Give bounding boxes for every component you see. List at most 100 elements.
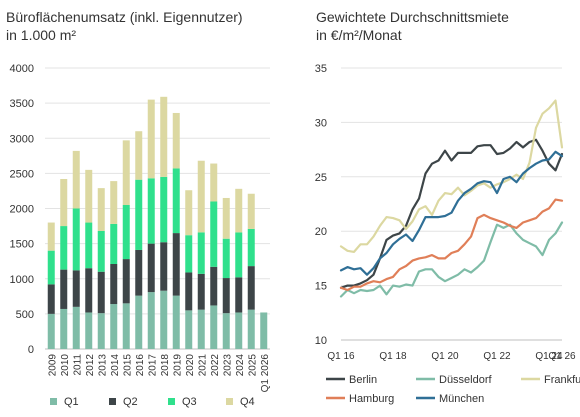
x-tick-label: 2018 — [160, 354, 171, 377]
bar-segment — [247, 266, 255, 310]
bar-segment — [47, 313, 55, 349]
legend-swatch — [109, 398, 116, 405]
bar-segment — [235, 312, 243, 349]
bar-segment — [72, 208, 80, 271]
bar-segment — [185, 310, 193, 349]
bar-segment — [97, 271, 105, 314]
y-tick-label: 0 — [28, 344, 34, 356]
bar-segment — [210, 201, 218, 267]
bar-segment — [110, 181, 118, 224]
bar-segment — [122, 303, 130, 349]
y-tick-label: 15 — [315, 281, 327, 293]
bar-segment — [185, 235, 193, 273]
x-tick-label: 2019 — [172, 354, 183, 377]
bar-segment — [197, 232, 205, 274]
bar-segment — [235, 232, 243, 278]
bar-segment — [210, 266, 218, 306]
legend-label: Q2 — [123, 396, 138, 408]
bar-segment — [160, 242, 168, 291]
bar-segment — [122, 204, 130, 260]
bar-segment — [172, 233, 180, 296]
x-tick-label: 2016 — [135, 354, 146, 377]
x-tick-label: Q1 22 — [483, 351, 511, 362]
legend-label: Berlin — [349, 374, 377, 386]
x-tick-label: 2013 — [97, 354, 108, 377]
x-tick-label: 2022 — [210, 354, 221, 377]
y-tick-label: 2500 — [10, 168, 34, 180]
bar-segment — [135, 131, 143, 180]
legend-swatch — [50, 398, 57, 405]
legend-label: Düsseldorf — [439, 374, 493, 386]
bar-segment — [122, 259, 130, 304]
bar-segment — [97, 313, 105, 349]
bar-segment — [222, 197, 230, 239]
bar-segment — [235, 277, 243, 313]
x-tick-label: Q1 20 — [431, 351, 459, 362]
bar-segment — [197, 160, 205, 233]
chart-title-right-line2: in €/m²/Monat — [316, 27, 402, 43]
bar-segment — [110, 263, 118, 305]
series-line — [339, 138, 564, 289]
bar-segment — [122, 140, 130, 205]
y-tick-label: 10 — [315, 335, 327, 347]
x-tick-label: Q1 16 — [327, 351, 355, 362]
bar-segment — [147, 99, 155, 179]
bar-segment — [222, 238, 230, 279]
legend-label: Frankfurt — [544, 374, 580, 386]
bar-segment — [197, 273, 205, 310]
x-tick-label: 2024 — [235, 354, 246, 377]
series-line — [339, 150, 564, 276]
bar-segment — [60, 308, 68, 349]
chart-title-left-line2: in 1.000 m² — [6, 27, 77, 43]
series-line — [339, 99, 564, 253]
bar-segment — [235, 188, 243, 233]
x-tick-label: Q1 24 — [535, 351, 563, 362]
bar-segment — [197, 309, 205, 349]
bar-segment — [85, 268, 93, 313]
y-tick-label: 1500 — [10, 239, 34, 251]
bar-segment — [147, 292, 155, 349]
bar-segment — [222, 278, 230, 314]
chart-title-right-line1: Gewichtete Durchschnittsmiete — [316, 9, 509, 25]
bar-segment — [172, 295, 180, 349]
bar-segment — [147, 178, 155, 244]
bar-segment — [135, 179, 143, 250]
x-tick-label: Q1 2026 — [260, 354, 271, 393]
bar-chart-office-take-up: 0 500 1000 1500 2000 2500 3000 3500 4000 2009 2010… — [10, 63, 271, 408]
x-tick-label: 2015 — [122, 354, 133, 377]
bar-segment — [60, 226, 68, 270]
bar-segment — [210, 305, 218, 349]
legend-swatch — [168, 398, 175, 405]
legend-label: München — [439, 393, 484, 405]
y-tick-label: 30 — [315, 117, 327, 129]
bar-segment — [72, 270, 80, 307]
bar-segment — [247, 309, 255, 349]
y-tick-label: 20 — [315, 226, 327, 238]
x-tick-label: 2009 — [47, 354, 58, 377]
x-tick-label: 2012 — [85, 354, 96, 377]
series-line — [339, 198, 564, 292]
series-line — [339, 221, 564, 298]
y-tick-label: 1000 — [10, 274, 34, 286]
bar-segment — [47, 284, 55, 314]
x-tick-label: 2014 — [110, 354, 121, 377]
legend-label: Q4 — [240, 396, 255, 408]
bar-segment — [72, 306, 80, 349]
x-tick-label: Q1 18 — [379, 351, 407, 362]
bar-segment — [72, 150, 80, 209]
bar-segment — [60, 178, 68, 227]
y-tick-label: 3500 — [10, 98, 34, 110]
y-tick-label: 3000 — [10, 133, 34, 145]
bar-segment — [172, 168, 180, 234]
bar-segment — [110, 304, 118, 349]
bar-segment — [147, 243, 155, 293]
legend-label: Q3 — [182, 396, 197, 408]
bar-segment — [160, 290, 168, 349]
bar-segment — [222, 313, 230, 349]
legend-label: Hamburg — [349, 393, 394, 405]
bar-segment — [185, 272, 193, 311]
x-tick-label: 2021 — [197, 354, 208, 377]
x-tick-label: 2020 — [185, 354, 196, 377]
legend-label: Q1 — [64, 396, 79, 408]
